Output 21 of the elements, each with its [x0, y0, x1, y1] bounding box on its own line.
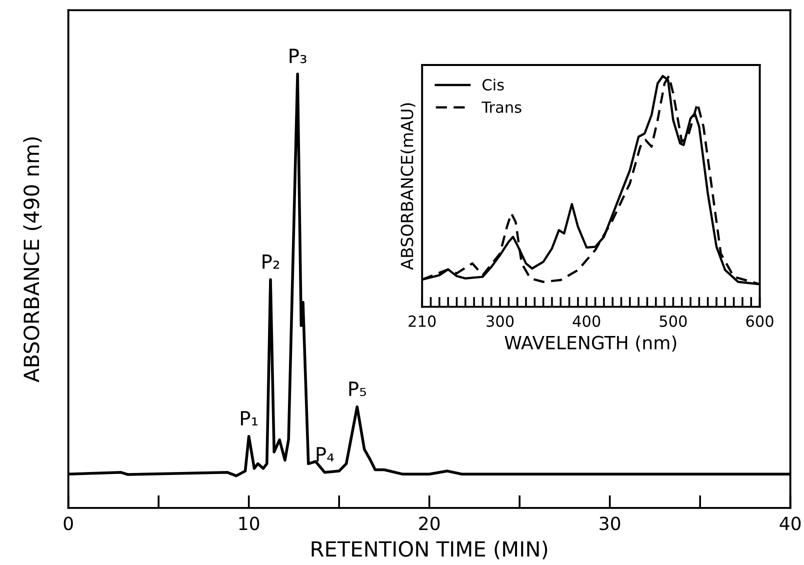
- x-tick-label: 10: [239, 516, 260, 530]
- annotation: P₁: [240, 411, 258, 426]
- x-tick-label: 210: [408, 315, 436, 327]
- x-tick-label: 600: [746, 315, 774, 327]
- legend-label: Cis: [482, 78, 504, 91]
- annotation: P₄: [316, 447, 334, 462]
- x-tick-label: 40: [780, 516, 801, 530]
- x-axis-title: RETENTION TIME (MIN): [312, 540, 548, 560]
- x-tick-label: 30: [600, 516, 620, 530]
- x-tick-label: 500: [660, 315, 687, 327]
- x-tick-label: 300: [486, 315, 514, 327]
- annotation: P₂: [262, 254, 280, 269]
- y-axis-title: ABSORBANCE(mAU): [400, 103, 416, 270]
- x-tick-label: 400: [572, 315, 600, 327]
- annotation: P₅: [349, 382, 366, 396]
- x-tick-label: 20: [419, 516, 440, 530]
- y-axis-title: ABSORBANCE (490 nm): [23, 137, 42, 382]
- x-tick-label: 0: [64, 516, 73, 530]
- x-axis-title: WAVELENGTH (nm): [504, 335, 676, 352]
- legend-label: Trans: [482, 102, 522, 113]
- annotation: P₃: [290, 48, 306, 64]
